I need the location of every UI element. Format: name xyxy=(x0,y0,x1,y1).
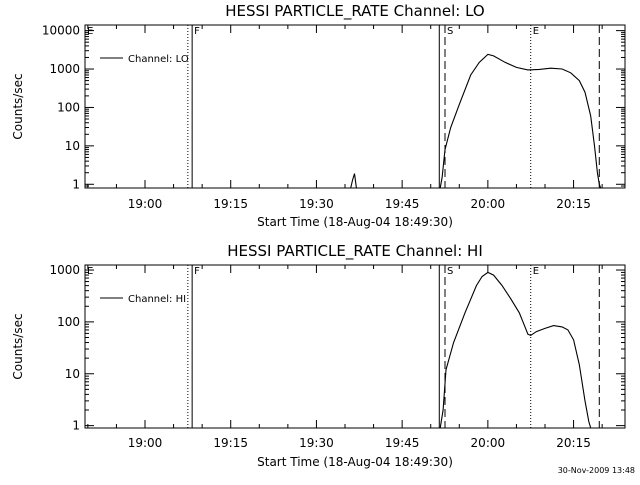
y-tick-label: 10 xyxy=(65,139,80,153)
x-tick-label: 19:15 xyxy=(213,197,248,211)
x-tick-label: 19:00 xyxy=(128,197,163,211)
x-tick-label: 20:00 xyxy=(471,436,506,450)
event-marker-label: S xyxy=(447,266,453,277)
plot-frame xyxy=(85,265,625,428)
y-tick-label: 1 xyxy=(72,177,80,191)
event-marker-label: E xyxy=(533,26,539,37)
event-marker-label: E xyxy=(87,266,93,277)
event-marker-label: E xyxy=(87,26,93,37)
event-marker-label: F xyxy=(194,26,200,37)
chart-panel-lo: HESSI PARTICLE_RATE Channel: LO 19:00 19:1… xyxy=(11,2,625,229)
y-tick-label: 1 xyxy=(72,419,80,433)
chart-panel-hi: HESSI PARTICLE_RATE Channel: HI 19:00 19:1… xyxy=(11,242,625,469)
x-tick-label: 20:15 xyxy=(556,197,591,211)
legend-label: Channel: LO xyxy=(128,54,189,65)
x-axis-label: Start Time (18-Aug-04 18:49:30) xyxy=(257,215,453,229)
legend-label: Channel: HI xyxy=(128,294,186,305)
x-tick-label: 20:15 xyxy=(556,436,591,450)
y-tick-label: 10 xyxy=(65,367,80,381)
x-tick-label: 19:00 xyxy=(128,436,163,450)
y-tick-label: 10000 xyxy=(42,24,80,38)
y-tick-label: 100 xyxy=(57,100,80,114)
x-tick-label: 20:00 xyxy=(471,197,506,211)
plot-frame xyxy=(85,25,625,188)
x-axis-label: Start Time (18-Aug-04 18:49:30) xyxy=(257,455,453,469)
footer-timestamp: 30-Nov-2009 13:48 xyxy=(558,466,635,475)
chart-title: HESSI PARTICLE_RATE Channel: LO xyxy=(225,2,484,21)
series-line xyxy=(351,54,601,188)
x-tick-label: 19:45 xyxy=(385,436,420,450)
series-line xyxy=(440,272,591,428)
x-tick-label: 19:30 xyxy=(299,436,334,450)
y-tick-label: 1000 xyxy=(49,62,80,76)
y-tick-label: 1000 xyxy=(49,263,80,277)
x-tick-label: 19:15 xyxy=(213,436,248,450)
event-marker-label: E xyxy=(533,266,539,277)
y-axis-label: Counts/sec xyxy=(11,313,25,379)
event-marker-label: F xyxy=(194,266,200,277)
x-tick-label: 19:30 xyxy=(299,197,334,211)
event-marker-label: S xyxy=(447,26,453,37)
chart-title: HESSI PARTICLE_RATE Channel: HI xyxy=(227,242,483,261)
y-axis-label: Counts/sec xyxy=(11,73,25,139)
y-tick-label: 100 xyxy=(57,315,80,329)
x-tick-label: 19:45 xyxy=(385,197,420,211)
